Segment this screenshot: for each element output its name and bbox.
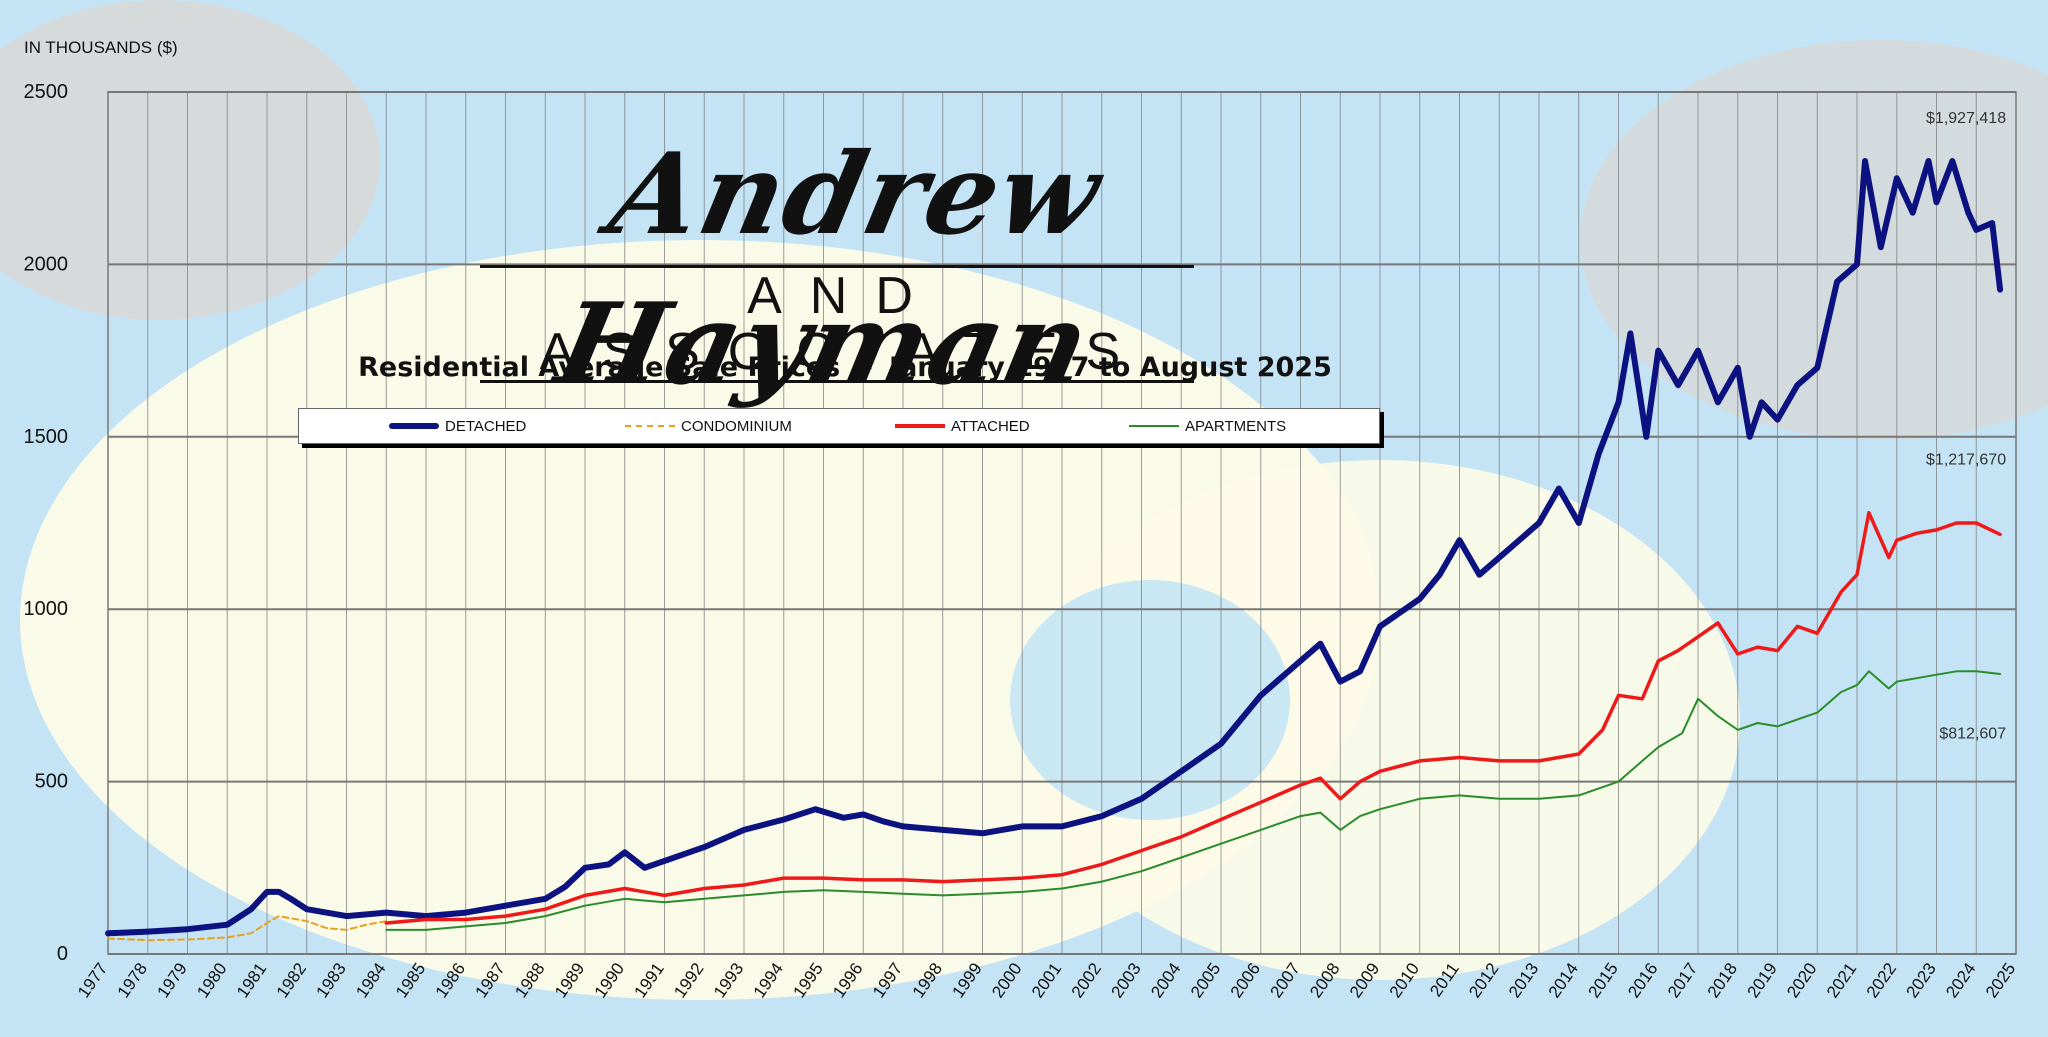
x-tick-label: 1996	[829, 959, 866, 1001]
x-tick-label: 2021	[1823, 959, 1860, 1001]
chart-legend: DETACHED CONDOMINIUM ATTACHED APARTMENTS	[298, 408, 1380, 444]
x-tick-label: 2006	[1227, 959, 1264, 1001]
annotation-apartments: $812,607	[1939, 726, 2006, 743]
x-tick-label: 1998	[909, 959, 946, 1001]
x-tick-label: 1990	[591, 959, 628, 1001]
legend-item-attached: ATTACHED	[895, 409, 1030, 443]
x-tick-label: 1989	[551, 959, 588, 1001]
chart-title: Residential Average Sale Prices - Januar…	[358, 352, 1332, 383]
y-tick-label: 500	[35, 771, 68, 793]
x-tick-label: 1979	[154, 959, 191, 1001]
y-tick-label: 1000	[24, 598, 69, 620]
x-tick-label: 2014	[1545, 959, 1582, 1001]
x-tick-label: 2025	[1982, 959, 2019, 1001]
annotation-detached: $1,927,418	[1926, 110, 2006, 127]
annotation-attached: $1,217,670	[1926, 451, 2006, 468]
series-line-apartments	[385, 670, 2002, 931]
x-tick-label: 2024	[1942, 959, 1979, 1001]
x-tick-label: 2017	[1664, 959, 1701, 1001]
x-tick-label: 1992	[670, 959, 707, 1001]
y-tick-label: 2500	[24, 81, 69, 103]
x-tick-label: 1980	[193, 959, 230, 1001]
legend-swatch-detached	[389, 423, 439, 429]
x-tick-label: 2005	[1187, 959, 1224, 1001]
x-tick-label: 1985	[392, 959, 429, 1001]
x-tick-label: 1999	[949, 959, 986, 1001]
x-tick-label: 2023	[1903, 959, 1940, 1001]
legend-label-apartments: APARTMENTS	[1185, 417, 1287, 435]
x-tick-label: 2013	[1505, 959, 1542, 1001]
x-tick-label: 2011	[1426, 959, 1463, 1000]
x-tick-label: 1991	[631, 959, 668, 1001]
x-tick-label: 2012	[1465, 959, 1502, 1001]
x-tick-label: 1982	[273, 959, 310, 1001]
x-tick-label: 2002	[1068, 959, 1105, 1001]
company-logo: Andrew Hayman AND ASSOCIATES	[480, 120, 1200, 410]
x-tick-label: 2001	[1028, 959, 1065, 1001]
series-line-attached	[384, 510, 2002, 925]
y-tick-label: 2000	[24, 253, 69, 275]
x-tick-label: 2019	[1744, 959, 1781, 1001]
x-tick-label: 1983	[313, 959, 350, 1001]
legend-item-condominium: CONDOMINIUM	[625, 409, 792, 443]
legend-label-condominium: CONDOMINIUM	[681, 417, 792, 435]
y-tick-label: 0	[57, 943, 68, 965]
legend-item-apartments: APARTMENTS	[1129, 409, 1286, 443]
x-tick-label: 1993	[710, 959, 747, 1001]
x-tick-label: 1997	[869, 959, 906, 1001]
x-tick-label: 2008	[1306, 959, 1343, 1001]
y-tick-label: 1500	[24, 426, 69, 448]
x-tick-label: 1988	[511, 959, 548, 1001]
legend-label-attached: ATTACHED	[951, 417, 1030, 435]
legend-item-detached: DETACHED	[389, 409, 526, 443]
x-tick-label: 1978	[114, 959, 151, 1001]
x-tick-label: 2010	[1386, 959, 1423, 1001]
x-tick-label: 2009	[1346, 959, 1383, 1001]
x-tick-label: 2016	[1624, 959, 1661, 1001]
series-line-detached	[105, 158, 2004, 937]
legend-swatch-attached	[895, 424, 945, 428]
series-line-condominium	[107, 915, 388, 942]
x-tick-label: 1986	[432, 959, 469, 1001]
legend-swatch-condominium	[625, 425, 675, 427]
x-tick-label: 2015	[1585, 959, 1622, 1001]
x-tick-label: 1977	[74, 959, 111, 1001]
legend-label-detached: DETACHED	[445, 417, 527, 435]
legend-swatch-apartments	[1129, 425, 1179, 427]
x-tick-label: 2018	[1704, 959, 1741, 1001]
x-tick-label: 2003	[1108, 959, 1145, 1001]
logo-subtitle: AND ASSOCIATES	[480, 265, 1194, 383]
x-tick-label: 1995	[790, 959, 827, 1001]
x-tick-label: 2000	[988, 959, 1025, 1001]
x-tick-label: 2022	[1863, 959, 1900, 1001]
x-tick-label: 1994	[750, 959, 787, 1001]
x-tick-label: 2007	[1267, 959, 1304, 1001]
x-tick-label: 1984	[352, 959, 389, 1001]
x-tick-label: 1981	[233, 959, 270, 1001]
x-tick-label: 2020	[1783, 959, 1820, 1001]
x-tick-label: 2004	[1147, 959, 1184, 1001]
y-axis-unit-label: IN THOUSANDS ($)	[24, 38, 178, 57]
x-tick-label: 1987	[472, 959, 509, 1001]
